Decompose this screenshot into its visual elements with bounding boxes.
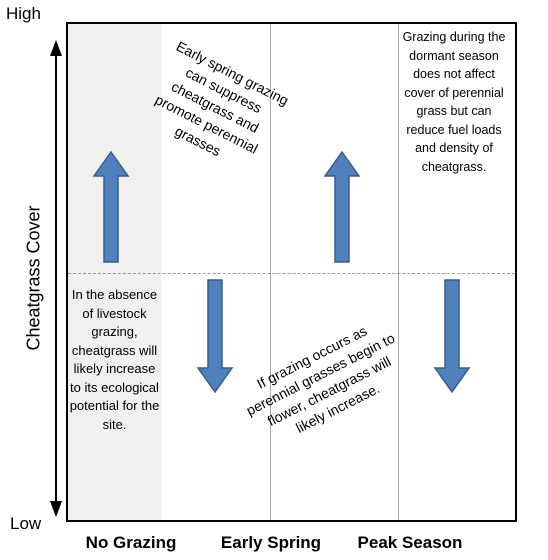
- midline-divider: [68, 273, 515, 274]
- no-grazing-shaded-region: [68, 24, 161, 520]
- early-spring-up-arrow: [92, 150, 130, 263]
- no-grazing-note: In the absence of livestock grazing, che…: [69, 287, 160, 432]
- y-axis-double-arrow: [50, 40, 62, 517]
- x-category-early-spring: Early Spring: [220, 533, 322, 552]
- early-spring-divider: [270, 24, 271, 520]
- diagram-frame: [66, 22, 517, 522]
- early-spring-down-arrow: [196, 279, 234, 394]
- peak-season-down-arrow: [433, 279, 471, 394]
- peak-season-divider: [398, 24, 399, 520]
- y-axis-title: Cheatgrass Cover: [23, 205, 44, 351]
- peak-season-note: Grazing during the dormant season does n…: [402, 30, 506, 174]
- y-axis-high-label: High: [6, 4, 41, 23]
- peak-season-up-arrow: [323, 150, 361, 263]
- x-category-no-grazing: No Grazing: [85, 533, 177, 552]
- x-category-peak-season: Peak Season: [357, 533, 463, 552]
- y-axis-low-label: Low: [10, 514, 42, 533]
